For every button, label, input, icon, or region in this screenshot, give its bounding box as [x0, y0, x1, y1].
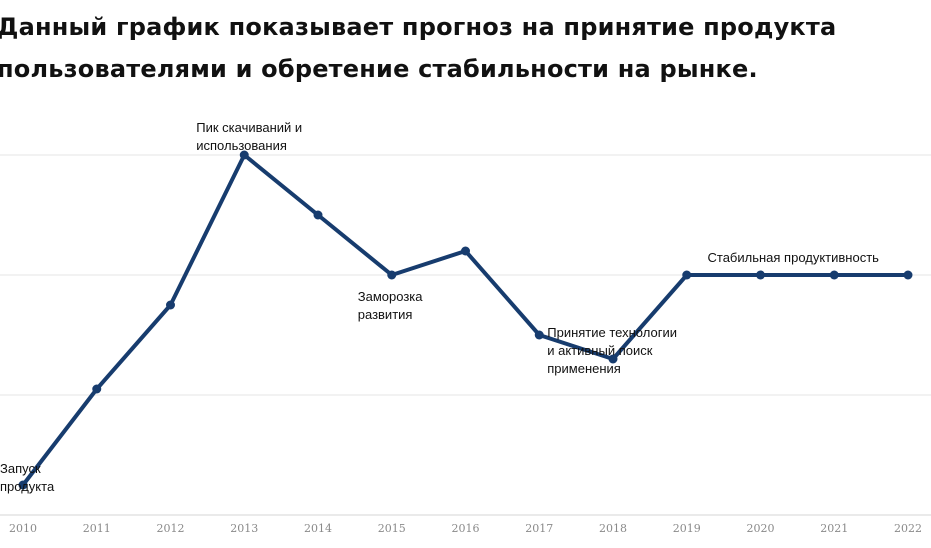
x-tick-label: 2020 [747, 522, 775, 535]
grid-lines [0, 154, 931, 516]
data-point [239, 150, 249, 160]
data-point [608, 354, 618, 364]
annotation: Запуск продукта [0, 461, 55, 494]
annotation-line: Запуск [0, 461, 41, 476]
data-point [387, 270, 397, 280]
data-point [166, 300, 175, 310]
data-point [682, 270, 692, 280]
annotations: Запуск продукта Пик скачиваний и использова… [0, 120, 879, 494]
x-tick-label: 2022 [894, 522, 922, 535]
data-point [829, 270, 839, 280]
annotation: Заморозка развития [358, 289, 423, 322]
data-point [534, 330, 544, 340]
annotation-line: и активный поиск [547, 343, 652, 358]
data-point [461, 246, 470, 256]
annotation-line: развития [358, 307, 413, 322]
data-point [18, 480, 28, 490]
annotation-line: применения [547, 361, 621, 376]
annotation-line: Заморозка [358, 289, 423, 304]
annotation: Пик скачиваний и использования [196, 120, 302, 153]
x-tick-label: 2010 [9, 522, 37, 535]
annotation: Стабильная продуктивность [708, 250, 880, 265]
x-tick-label: 2015 [378, 522, 406, 535]
annotation-line: Принятие технологии [547, 325, 677, 340]
annotation-line: продукта [0, 479, 55, 494]
data-point [903, 270, 913, 280]
x-axis-ticks: 2010 2011 2012 2013 2014 2015 2016 2017 2018 2019… [9, 522, 922, 535]
x-tick-label: 2011 [83, 522, 111, 535]
x-tick-label: 2014 [304, 522, 332, 535]
x-tick-label: 2016 [452, 522, 480, 535]
x-tick-label: 2013 [230, 522, 258, 535]
x-tick-label: 2021 [820, 522, 848, 535]
annotation-line: Стабильная продуктивность [708, 250, 880, 265]
data-point [313, 210, 323, 220]
annotation-line: использования [196, 138, 287, 153]
x-tick-label: 2017 [525, 522, 553, 535]
x-tick-label: 2019 [673, 522, 701, 535]
series [18, 150, 913, 490]
series-line [21, 153, 910, 487]
data-point [756, 270, 765, 280]
data-point [92, 384, 102, 394]
chart-title: Данный график показывает прогноз на прин… [0, 13, 837, 83]
x-tick-label: 2012 [157, 522, 185, 535]
annotation-line: Пик скачиваний и [196, 120, 302, 135]
annotation: Принятие технологии и активный поиск приме… [547, 325, 677, 376]
x-tick-label: 2018 [599, 522, 627, 535]
